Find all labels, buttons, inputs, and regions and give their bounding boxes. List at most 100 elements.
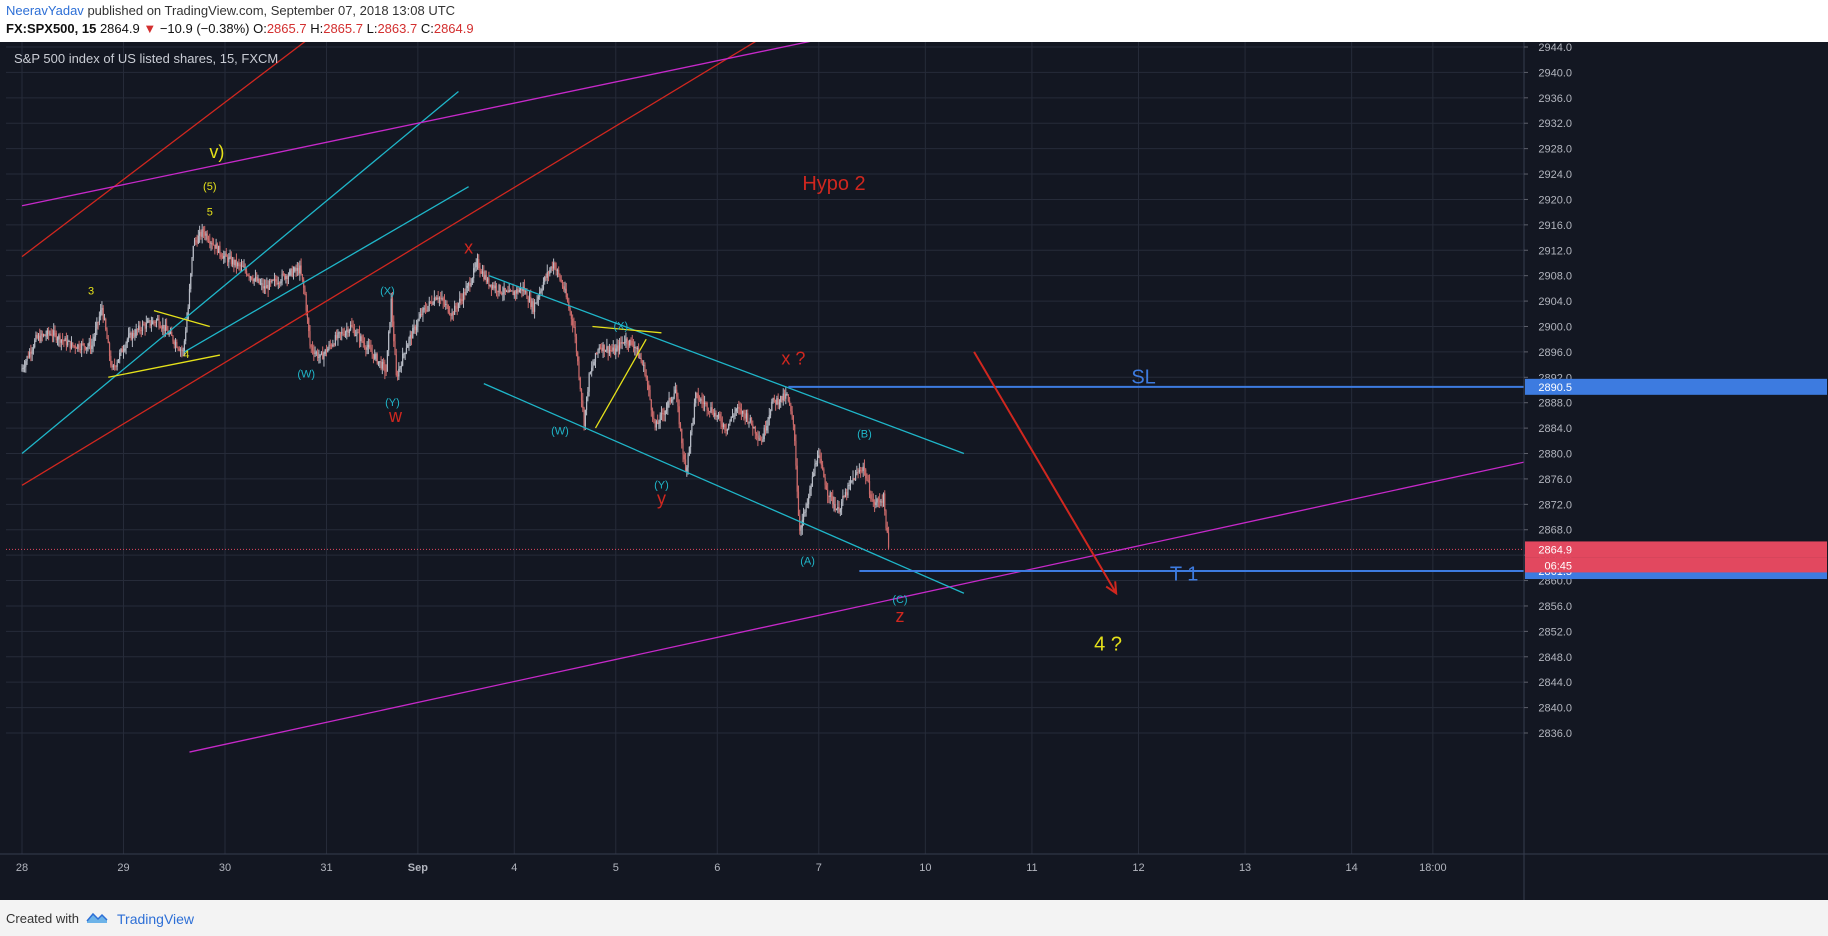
candle xyxy=(665,407,668,411)
author-link[interactable]: NeeravYadav xyxy=(6,3,84,18)
candle xyxy=(408,338,410,345)
candle xyxy=(60,339,62,343)
candle xyxy=(761,440,763,442)
candle xyxy=(356,332,358,335)
candle xyxy=(589,372,591,374)
candle xyxy=(457,303,460,309)
annotation-label: w xyxy=(388,406,403,426)
candle xyxy=(413,326,415,329)
candle xyxy=(117,359,120,363)
candle xyxy=(786,394,788,396)
chart-canvas[interactable]: v)(5)534(W)(X)(Y)wx(X)(W)(Y)yx ?(B)(A)(C… xyxy=(0,42,1828,900)
candle xyxy=(731,416,734,418)
candle xyxy=(102,307,104,320)
candle xyxy=(702,401,704,405)
candle xyxy=(712,413,715,417)
candle xyxy=(880,501,882,503)
candle xyxy=(768,415,770,420)
y-tick-label: 2936.0 xyxy=(1538,93,1572,105)
candle xyxy=(174,342,177,345)
candle xyxy=(394,341,396,355)
candle xyxy=(26,356,28,362)
candle xyxy=(35,334,37,341)
candle xyxy=(277,282,279,285)
candle xyxy=(21,368,23,371)
candle xyxy=(134,335,136,337)
candle xyxy=(400,365,402,367)
candle xyxy=(37,335,40,339)
candle xyxy=(752,424,754,429)
created-with-text: Created with xyxy=(6,911,79,926)
candle xyxy=(433,297,435,304)
candle xyxy=(865,469,867,479)
candle xyxy=(829,492,831,498)
candle xyxy=(314,352,316,354)
candle xyxy=(601,347,603,351)
candle xyxy=(804,511,806,513)
candle xyxy=(856,472,858,474)
candle xyxy=(767,419,769,426)
candle xyxy=(145,322,147,329)
candle xyxy=(626,338,628,344)
candle xyxy=(862,466,864,472)
candle xyxy=(635,346,637,349)
candle xyxy=(177,347,179,349)
candle xyxy=(238,263,240,265)
candle xyxy=(195,240,197,242)
candle xyxy=(627,343,630,346)
trendline-red xyxy=(21,42,306,258)
tradingview-brand-link[interactable]: TradingView xyxy=(117,911,195,927)
countdown-badge-bg xyxy=(1525,557,1827,573)
publish-info: NeeravYadav published on TradingView.com… xyxy=(6,3,455,18)
candle xyxy=(569,307,571,312)
candle xyxy=(228,257,230,263)
candle xyxy=(723,424,725,427)
candle xyxy=(602,344,604,351)
close-value: 2864.9 xyxy=(433,21,474,36)
candle xyxy=(882,493,885,503)
candle xyxy=(830,492,833,497)
candle xyxy=(428,301,430,306)
candle xyxy=(393,321,395,342)
candle xyxy=(583,407,585,426)
y-tick-label: 2912.0 xyxy=(1538,245,1572,257)
candle xyxy=(554,262,556,270)
tradingview-logo-icon[interactable] xyxy=(86,909,108,925)
candle xyxy=(649,389,651,400)
candle xyxy=(328,344,330,349)
candle xyxy=(390,298,392,323)
candle xyxy=(427,305,429,311)
candle xyxy=(771,401,773,411)
candle xyxy=(564,288,566,290)
candle xyxy=(561,281,564,287)
chart-panel[interactable]: v) (5) 5 3 4 (W) (X) (Y) w x (X) (W) (Y) y x ? (B) (A) (C… xyxy=(0,42,1828,900)
candle xyxy=(747,413,749,422)
candle xyxy=(725,429,727,431)
candle xyxy=(607,346,609,354)
chart-title: S&P 500 index of US listed shares, 15, F… xyxy=(14,51,279,66)
candle xyxy=(296,268,298,271)
candle xyxy=(388,332,390,351)
candle xyxy=(502,293,504,295)
candle xyxy=(492,285,494,289)
trendline-magenta xyxy=(189,461,1524,753)
candle xyxy=(421,313,423,315)
candle xyxy=(351,325,353,327)
candle xyxy=(481,271,484,274)
candle xyxy=(49,333,51,335)
candle xyxy=(611,350,613,352)
candle xyxy=(144,324,146,329)
candle xyxy=(131,332,133,340)
candle xyxy=(530,297,532,307)
candle xyxy=(446,304,448,306)
candle xyxy=(306,310,309,319)
y-tick-label: 2940.0 xyxy=(1538,67,1572,79)
candle xyxy=(613,347,616,355)
annotation-label: Hypo 2 xyxy=(802,173,865,195)
candle xyxy=(355,334,357,336)
candle xyxy=(772,397,774,402)
candle xyxy=(226,256,229,263)
candle xyxy=(140,330,142,332)
candle xyxy=(460,298,462,300)
candle xyxy=(309,331,311,346)
